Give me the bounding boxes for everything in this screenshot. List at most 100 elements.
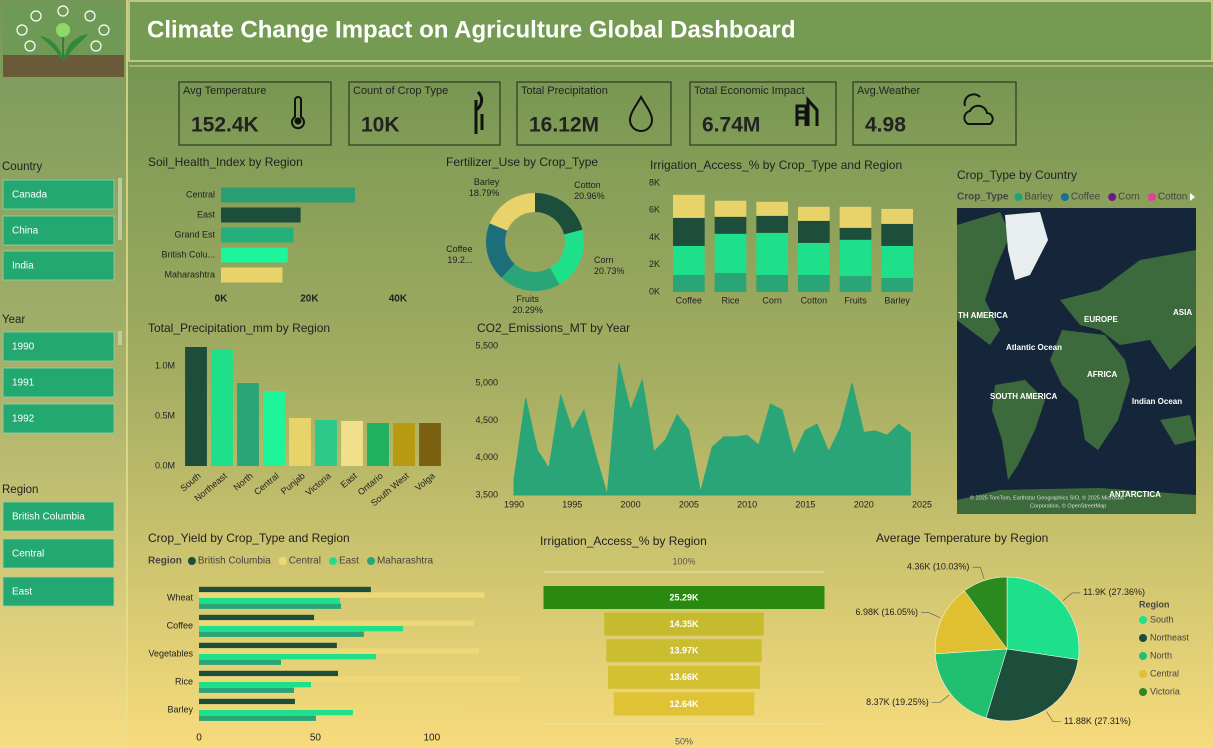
funnel-value-label: 12.64K [669,699,699,709]
donut-slice [549,229,585,285]
map-label: ANTARCTICA [1109,490,1161,499]
header-title: Climate Change Impact on Agriculture Glo… [147,16,796,43]
map-label: TH AMERICA [958,311,1008,320]
y-tick-label: Vegetables [148,648,193,658]
bar-segment [714,200,747,217]
slicer-title: Country [2,161,43,173]
slice-name: Cotton [574,180,601,190]
donut-slice [486,223,515,278]
map-ice [1005,212,1048,280]
slicer-item-label[interactable]: India [12,261,34,272]
bar-segment [839,206,872,228]
funnel-bar [613,692,755,716]
slice-value-label: 6.98K (16.05%) [856,607,919,617]
bar [199,704,460,710]
legend-marker [1139,670,1147,678]
legend-label: Cotton [1158,192,1187,203]
map-label: Atlantic Ocean [1006,343,1062,352]
donut-slice [535,193,583,235]
pie-slice [1006,576,1080,660]
legend-marker [278,557,287,565]
pie-slice [934,648,1008,719]
x-tick-label: Rice [721,295,739,305]
y-tick-label: 0.5M [155,410,175,420]
legend-marker [1147,193,1156,201]
chart-title: Irrigation_Access_% by Region [540,534,707,548]
bar [199,586,371,593]
slice-name: Coffee [446,244,472,254]
leader-line [1046,711,1061,723]
bar [199,670,339,677]
donut-slice [489,193,535,231]
slicer-item[interactable] [2,331,115,362]
slicer-item[interactable] [2,501,115,532]
bar [221,227,294,243]
map-label: AFRICA [1087,370,1117,379]
legend-label: East [339,556,359,567]
legend-marker [366,557,375,565]
x-tick-label: 2000 [621,499,641,509]
slicer-item-label[interactable]: 1990 [12,342,35,353]
y-tick-label: 4,500 [475,415,498,425]
legend-marker [1060,193,1069,201]
legend-marker [1014,193,1023,201]
x-tick-label: Fruits [844,295,867,305]
bar [199,676,520,682]
legend-label: Barley [1025,192,1053,203]
bar [199,698,295,705]
slicer-item[interactable] [2,576,115,607]
funnel-bar [608,665,760,689]
funnel-bottom-label: 50% [675,736,693,746]
funnel-value-label: 13.66K [669,672,699,682]
slicer-item-label[interactable]: British Columbia [12,512,85,523]
chart-title: CO2_Emissions_MT by Year [477,321,630,335]
slicer-item-label[interactable]: China [12,226,39,237]
funnel-bar [604,612,764,636]
y-tick-label: 5,500 [475,340,498,350]
funnel-bar [606,639,762,663]
legend-marker [1139,634,1147,642]
slice-name: Corn [594,255,614,265]
x-tick-label: Barley [884,295,910,305]
slicer-item-label[interactable]: East [12,587,32,598]
bar-segment [756,232,788,275]
y-tick-label: Central [186,189,215,199]
bar-segment [756,201,788,216]
x-tick-label: 0 [196,733,202,744]
slicer-item-label[interactable]: Canada [12,190,47,201]
funnel-value-label: 14.35K [669,619,699,629]
legend-label: South [1150,614,1174,624]
slicer-item[interactable] [2,538,115,569]
legend-label: North [1150,650,1172,660]
bar-segment [714,272,747,292]
slicer-item-label[interactable]: 1991 [12,378,35,389]
slicer-item[interactable] [2,179,115,210]
chart-title: Total_Precipitation_mm by Region [148,321,330,335]
legend-marker [187,557,196,565]
slicer-item-label[interactable]: Central [12,549,44,560]
map-label: SOUTH AMERICA [990,392,1057,401]
bar-segment [673,245,705,275]
slicer-item[interactable] [2,367,115,398]
bar [221,187,355,203]
map-land [957,212,1010,345]
slice-name: Barley [474,177,500,187]
slicer-item-label[interactable]: 1992 [12,414,35,425]
legend-title: Crop_Type [957,192,1009,203]
pie-slice [934,590,1008,655]
bar [185,347,207,466]
slicer-item[interactable] [2,403,115,434]
bar [199,715,316,721]
bar [221,247,288,263]
x-tick-label: 0K [215,294,229,305]
map-land [957,488,1196,514]
bar-segment [673,274,705,292]
bar-segment [881,223,913,246]
slicer-item[interactable] [2,250,115,281]
kpi-label: Avg.Weather [857,85,921,97]
slicer-item[interactable] [2,215,115,246]
legend-arrow [1190,193,1195,201]
logo [3,3,124,77]
y-tick-label: 4,000 [475,452,498,462]
